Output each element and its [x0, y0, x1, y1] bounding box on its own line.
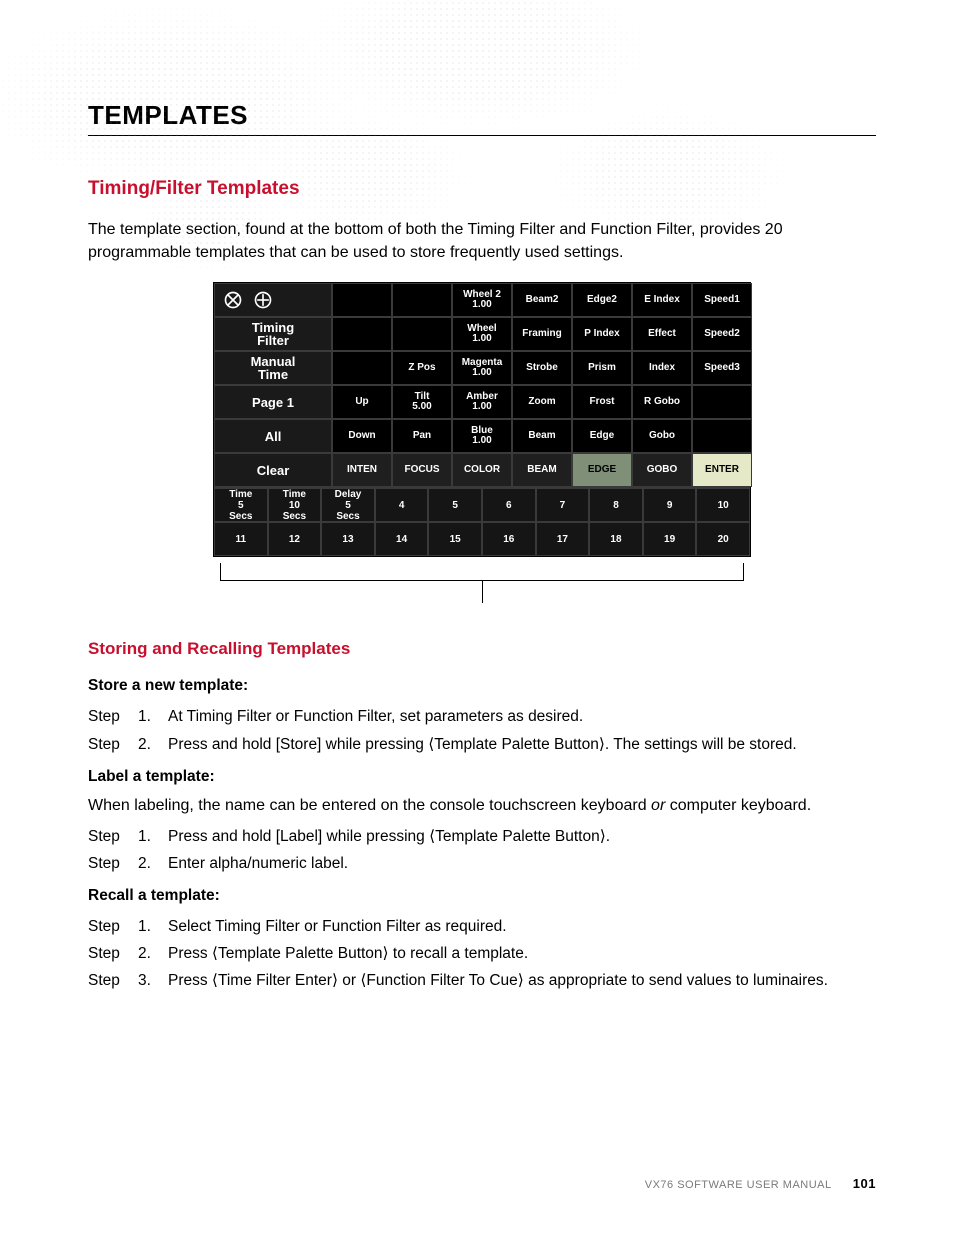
param-effect[interactable]: Effect [632, 317, 692, 351]
template-slot-10[interactable]: 10 [696, 488, 750, 522]
step-row: Step2.Press and hold [Store] while press… [88, 731, 876, 758]
param-edge2[interactable]: Edge2 [572, 283, 632, 317]
template-slot-16[interactable]: 16 [482, 522, 536, 556]
template-slot-time[interactable]: Time5Secs [214, 488, 268, 522]
param-up[interactable]: Up [332, 385, 392, 419]
all-button[interactable]: All [214, 419, 332, 453]
template-slot-20[interactable]: 20 [696, 522, 750, 556]
step-row: Step3.Press ⟨Time Filter Enter⟩ or ⟨Func… [88, 967, 876, 994]
template-slot-delay[interactable]: Delay5Secs [321, 488, 375, 522]
template-slot-8[interactable]: 8 [589, 488, 643, 522]
param-blue[interactable]: Blue1.00 [452, 419, 512, 453]
param-p-index[interactable]: P Index [572, 317, 632, 351]
clear-button[interactable]: Clear [214, 453, 332, 487]
template-slot-19[interactable]: 19 [643, 522, 697, 556]
template-slot-13[interactable]: 13 [321, 522, 375, 556]
page-footer: VX76 SOFTWARE USER MANUAL 101 [645, 1176, 876, 1191]
param-edge[interactable]: Edge [572, 419, 632, 453]
param-zoom[interactable]: Zoom [512, 385, 572, 419]
section-heading: TEMPLATES [88, 100, 876, 136]
param-strobe[interactable]: Strobe [512, 351, 572, 385]
param-empty[interactable] [392, 317, 452, 351]
template-slot-5[interactable]: 5 [428, 488, 482, 522]
label-heading: Label a template: [88, 768, 876, 786]
manual-time-button[interactable]: ManualTime [214, 351, 332, 385]
template-slot-6[interactable]: 6 [482, 488, 536, 522]
param-pan[interactable]: Pan [392, 419, 452, 453]
recall-heading: Recall a template: [88, 887, 876, 905]
step-row: Step1.Press and hold [Label] while press… [88, 823, 876, 850]
param-wheel-2[interactable]: Wheel 21.00 [452, 283, 512, 317]
template-slot-14[interactable]: 14 [375, 522, 429, 556]
footer-manual-name: VX76 SOFTWARE USER MANUAL [645, 1179, 832, 1191]
param-r-gobo[interactable]: R Gobo [632, 385, 692, 419]
category-focus[interactable]: FOCUS [392, 453, 452, 487]
step-row: Step1.At Timing Filter or Function Filte… [88, 703, 876, 730]
timing-filter-button[interactable]: TimingFilter [214, 317, 332, 351]
param-empty[interactable] [392, 283, 452, 317]
intro-paragraph: The template section, found at the botto… [88, 218, 876, 264]
template-slot-4[interactable]: 4 [375, 488, 429, 522]
param-empty[interactable] [332, 317, 392, 351]
page-indicator[interactable]: Page 1 [214, 385, 332, 419]
param-e-index[interactable]: E Index [632, 283, 692, 317]
param-frost[interactable]: Frost [572, 385, 632, 419]
timing-filter-panel: Wheel 21.00Beam2Edge2E IndexSpeed1 Timing… [213, 282, 751, 557]
param-empty[interactable] [332, 351, 392, 385]
step-row: Step2.Press ⟨Template Palette Button⟩ to… [88, 940, 876, 967]
template-slot-18[interactable]: 18 [589, 522, 643, 556]
param-prism[interactable]: Prism [572, 351, 632, 385]
param-framing[interactable]: Framing [512, 317, 572, 351]
category-gobo[interactable]: GOBO [632, 453, 692, 487]
param-down[interactable]: Down [332, 419, 392, 453]
param-beam[interactable]: Beam [512, 419, 572, 453]
param-speed3[interactable]: Speed3 [692, 351, 752, 385]
param-empty[interactable] [692, 419, 752, 453]
param-magenta[interactable]: Magenta1.00 [452, 351, 512, 385]
category-beam[interactable]: BEAM [512, 453, 572, 487]
panel-close-add-icons[interactable] [214, 283, 332, 317]
param-amber[interactable]: Amber1.00 [452, 385, 512, 419]
category-edge[interactable]: EDGE [572, 453, 632, 487]
param-beam2[interactable]: Beam2 [512, 283, 572, 317]
label-intro-b: computer keyboard. [665, 797, 811, 814]
param-speed2[interactable]: Speed2 [692, 317, 752, 351]
param-tilt[interactable]: Tilt5.00 [392, 385, 452, 419]
param-wheel[interactable]: Wheel1.00 [452, 317, 512, 351]
label-intro: When labeling, the name can be entered o… [88, 794, 876, 817]
templates-bracket [220, 563, 744, 603]
step-row: Step2.Enter alpha/numeric label. [88, 850, 876, 877]
template-slot-17[interactable]: 17 [536, 522, 590, 556]
subsection-heading-timing: Timing/Filter Templates [88, 178, 876, 200]
param-empty[interactable] [332, 283, 392, 317]
template-slot-11[interactable]: 11 [214, 522, 268, 556]
param-speed1[interactable]: Speed1 [692, 283, 752, 317]
subsection-heading-storing: Storing and Recalling Templates [88, 639, 876, 659]
template-slot-12[interactable]: 12 [268, 522, 322, 556]
template-slot-15[interactable]: 15 [428, 522, 482, 556]
store-heading: Store a new template: [88, 677, 876, 695]
label-intro-a: When labeling, the name can be entered o… [88, 797, 651, 814]
param-z-pos[interactable]: Z Pos [392, 351, 452, 385]
param-empty[interactable] [692, 385, 752, 419]
footer-page-number: 101 [853, 1176, 876, 1191]
label-intro-or: or [651, 797, 665, 814]
param-gobo[interactable]: Gobo [632, 419, 692, 453]
template-slot-7[interactable]: 7 [536, 488, 590, 522]
category-color[interactable]: COLOR [452, 453, 512, 487]
template-slot-9[interactable]: 9 [643, 488, 697, 522]
template-slot-time[interactable]: Time10Secs [268, 488, 322, 522]
step-row: Step1.Select Timing Filter or Function F… [88, 913, 876, 940]
category-inten[interactable]: INTEN [332, 453, 392, 487]
param-index[interactable]: Index [632, 351, 692, 385]
category-enter[interactable]: ENTER [692, 453, 752, 487]
